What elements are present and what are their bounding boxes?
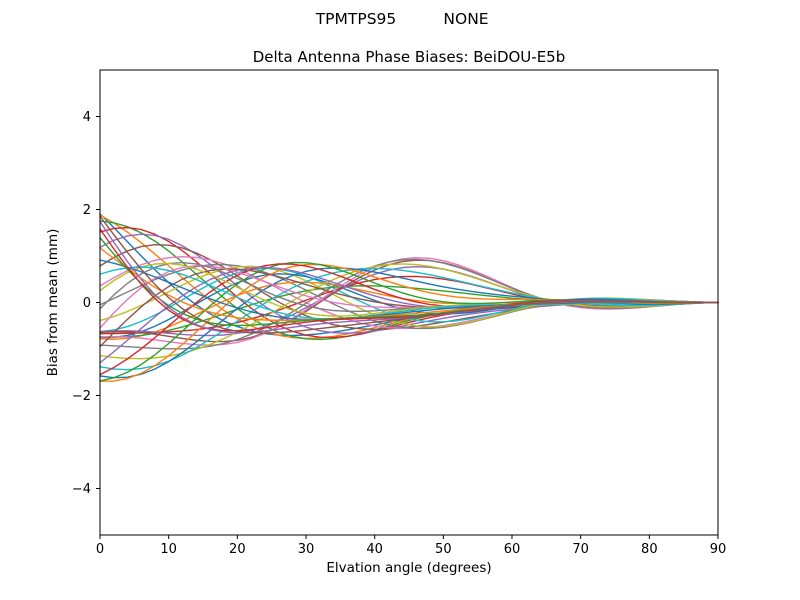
x-tick-label: 90	[710, 542, 727, 557]
x-tick-label: 20	[229, 542, 246, 557]
x-tick-label: 10	[160, 542, 177, 557]
x-tick-label: 60	[504, 542, 521, 557]
x-tick-label: 30	[298, 542, 315, 557]
series-line	[99, 267, 719, 371]
series-line	[99, 267, 719, 333]
y-tick-label: 4	[83, 110, 91, 125]
x-tick-label: 50	[435, 542, 452, 557]
series-line	[99, 267, 719, 379]
x-axis-label: Elvation angle (degrees)	[326, 560, 491, 576]
suptitle-left: TPMTPS95	[315, 10, 397, 28]
x-tick-label: 0	[96, 542, 104, 557]
suptitle-right: NONE	[443, 10, 488, 28]
series-line	[99, 215, 719, 334]
y-axis-label: Bias from mean (mm)	[45, 229, 61, 377]
y-tick-label: 0	[83, 296, 91, 311]
x-tick-label: 80	[641, 542, 658, 557]
y-tick-label: −4	[72, 482, 91, 497]
series-line	[99, 263, 719, 360]
y-tick-label: 2	[83, 203, 91, 218]
x-tick-label: 70	[572, 542, 589, 557]
chart-title: Delta Antenna Phase Biases: BeiDOU-E5b	[253, 48, 566, 66]
y-tick-label: −2	[72, 389, 91, 404]
x-tick-label: 40	[366, 542, 383, 557]
